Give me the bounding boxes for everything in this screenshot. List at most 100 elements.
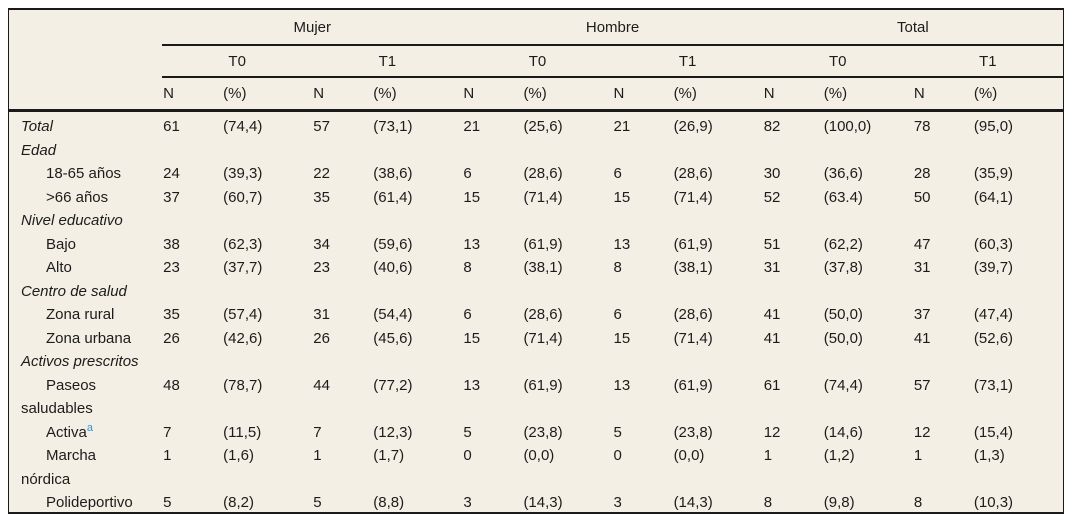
table-row: 18-65 años 24 (39,3) 22 (38,6) 6 (28,6) 6 (28,6)…: [9, 162, 1063, 186]
data-cell: 52: [763, 188, 781, 206]
data-cell: [613, 280, 673, 304]
data-cell: (42,6): [223, 329, 263, 347]
data-cell: [312, 139, 372, 163]
data-cell: (73,1): [973, 376, 1014, 394]
data-cell: [973, 280, 1063, 304]
stub-header: [9, 77, 163, 112]
data-cell: 7: [313, 423, 322, 441]
data-cell: (47,4): [973, 306, 1014, 323]
data-cell: 48: [163, 376, 180, 394]
row-label: Zona urbana: [9, 327, 162, 351]
row-label-text: Total: [21, 118, 53, 135]
data-cell: 6: [463, 306, 472, 323]
data-cell: (59,6): [373, 235, 413, 253]
section-header-row: Nivel educativo: [9, 209, 1063, 233]
data-cell: 61: [763, 376, 781, 394]
data-cell: 31: [913, 259, 931, 276]
col-header-n: N: [612, 77, 673, 112]
data-cell: 57: [313, 118, 330, 135]
data-cell: (38,1): [673, 259, 713, 276]
data-cell: 44: [313, 376, 330, 394]
row-label: >66 años: [9, 186, 162, 210]
data-cell: (50,0): [823, 329, 863, 347]
data-cell: (1,3): [973, 447, 1005, 464]
data-cell: [222, 139, 312, 163]
data-cell: 5: [313, 494, 322, 511]
data-cell: (36,6): [823, 165, 863, 182]
data-cell: 1: [313, 447, 322, 464]
data-cell: (1,6): [223, 447, 255, 464]
row-label: Paseos saludables: [9, 374, 162, 421]
results-table: Mujer Hombre Total T0 T1 T0 T1 T0 T1 N (…: [9, 10, 1063, 512]
data-cell: (14,6): [823, 423, 863, 441]
col-header-pct: (%): [222, 77, 313, 112]
col-header-pct: (%): [972, 77, 1063, 112]
data-cell: (28,6): [673, 306, 713, 323]
col-hombre-t1: T1: [612, 45, 763, 78]
data-cell: [823, 350, 913, 374]
data-cell: 41: [763, 329, 781, 347]
data-cell: 30: [763, 165, 781, 182]
data-cell: (40,6): [373, 259, 413, 276]
footnote-marker-link[interactable]: a: [86, 421, 93, 434]
data-cell: [913, 139, 973, 163]
data-cell: 47: [913, 235, 931, 253]
row-label-text: Activa: [46, 423, 87, 441]
data-cell: (23,8): [523, 423, 563, 441]
time-header-row: T0 T1 T0 T1 T0 T1: [9, 45, 1063, 78]
data-cell: (61,9): [523, 376, 563, 394]
col-header-n: N: [462, 77, 523, 112]
data-cell: 1: [163, 447, 172, 464]
col-total-t0: T0: [762, 45, 913, 78]
data-cell: 50: [913, 188, 931, 206]
row-label-text: Alto: [46, 259, 72, 276]
data-cell: (1,2): [823, 447, 855, 464]
section-header-row: Activos prescritos: [9, 350, 1063, 374]
data-cell: 35: [163, 306, 180, 323]
section-header-row: Centro de salud: [9, 280, 1063, 304]
row-label-text: Paseos saludables: [21, 376, 97, 418]
col-header-n: N: [162, 77, 223, 112]
data-cell: (28,6): [523, 165, 563, 182]
row-label: Bajo: [9, 233, 162, 257]
row-label-text: Zona urbana: [46, 329, 132, 347]
row-label-text: >66 años: [46, 188, 109, 206]
table-row: Polideportivo 5 (8,2) 5 (8,8) 3 (14,3) 3 (14,3) 8…: [9, 491, 1063, 512]
data-cell: 8: [913, 494, 923, 511]
row-label-text: Bajo: [46, 235, 77, 253]
row-label-text: 18-65 años: [46, 165, 122, 182]
data-cell: [222, 209, 312, 233]
col-header-n: N: [312, 77, 373, 112]
data-cell: 8: [463, 259, 472, 276]
data-cell: (61,9): [673, 376, 713, 394]
data-cell: 22: [313, 165, 330, 182]
table-row: Total 61 (74,4) 57 (73,1) 21 (25,6) 21 (26,9) 82 (…: [9, 111, 1063, 139]
col-mujer-t0: T0: [162, 45, 313, 78]
data-cell: [613, 139, 673, 163]
data-cell: (71,4): [673, 329, 713, 347]
data-cell: (71,4): [523, 188, 563, 206]
data-cell: (12,3): [373, 423, 413, 441]
data-cell: 26: [163, 329, 180, 347]
data-cell: (63.4): [823, 188, 863, 206]
table-row: Activaa 7 (11,5) 7 (12,3) 5 (23,8) 5 (23,8) 12 (14…: [9, 421, 1063, 445]
data-cell: (64,1): [973, 188, 1014, 206]
data-cell: 51: [763, 235, 781, 253]
row-label-text: Edad: [21, 141, 57, 159]
data-cell: [462, 209, 522, 233]
data-cell: (45,6): [373, 329, 413, 347]
row-label: Activos prescritos: [9, 350, 162, 374]
col-header-n: N: [762, 77, 823, 112]
row-label-text: Nivel educativo: [21, 212, 123, 229]
data-cell: 13: [613, 376, 631, 394]
data-cell: 31: [763, 259, 781, 276]
data-cell: (28,6): [523, 306, 563, 323]
data-cell: 13: [613, 235, 631, 253]
col-mujer-t1: T1: [312, 45, 463, 78]
data-cell: 12: [763, 423, 781, 441]
data-cell: 21: [463, 118, 481, 135]
row-label-text: Polideportivo: [46, 494, 133, 511]
data-cell: (62,3): [223, 235, 263, 253]
data-cell: (52,6): [973, 329, 1014, 347]
row-label: Centro de salud: [9, 280, 162, 304]
